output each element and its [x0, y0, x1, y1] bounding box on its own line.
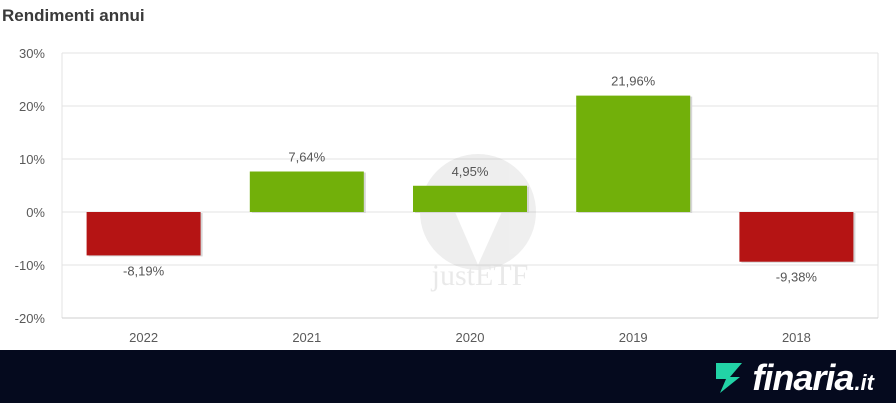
finaria-logo[interactable]: finaria .it [714, 357, 874, 398]
y-axis-ticks: 30% 20% 10% 0% -10% -20% [15, 46, 46, 326]
bar [249, 171, 364, 212]
bar [576, 95, 691, 212]
y-tick-label: -20% [15, 311, 46, 326]
y-tick-label: 30% [19, 46, 45, 61]
footer-bar: finaria .it [0, 350, 896, 403]
x-axis-ticks: 2022 2021 2020 2019 2018 [129, 330, 811, 345]
data-label: 7,64% [288, 150, 325, 165]
x-tick-label: 2021 [292, 330, 321, 345]
bar-chart: justETF -8,19% 7,64% 4,95% 21,96% -9,38% 202… [15, 46, 879, 345]
brand-name: finaria [752, 357, 854, 398]
x-tick-label: 2018 [782, 330, 811, 345]
data-label: 21,96% [611, 74, 656, 89]
bar [739, 212, 854, 262]
x-tick-label: 2022 [129, 330, 158, 345]
finaria-logo-icon [716, 363, 743, 393]
chart-title: Rendimenti annui [2, 6, 145, 25]
watermark-text: justETF [431, 259, 529, 292]
data-label: -9,38% [776, 270, 818, 285]
x-tick-label: 2019 [619, 330, 648, 345]
brand-tld: .it [854, 370, 874, 395]
x-tick-label: 2020 [456, 330, 485, 345]
bar [413, 185, 527, 212]
y-tick-label: 0% [26, 205, 45, 220]
y-tick-label: 10% [19, 152, 45, 167]
bar [86, 212, 201, 256]
data-label: 4,95% [452, 164, 489, 179]
y-tick-label: 20% [19, 99, 45, 114]
y-tick-label: -10% [15, 258, 46, 273]
data-labels: -8,19% 7,64% 4,95% 21,96% -9,38% [123, 74, 817, 285]
bars [86, 95, 856, 263]
data-label: -8,19% [123, 263, 165, 278]
